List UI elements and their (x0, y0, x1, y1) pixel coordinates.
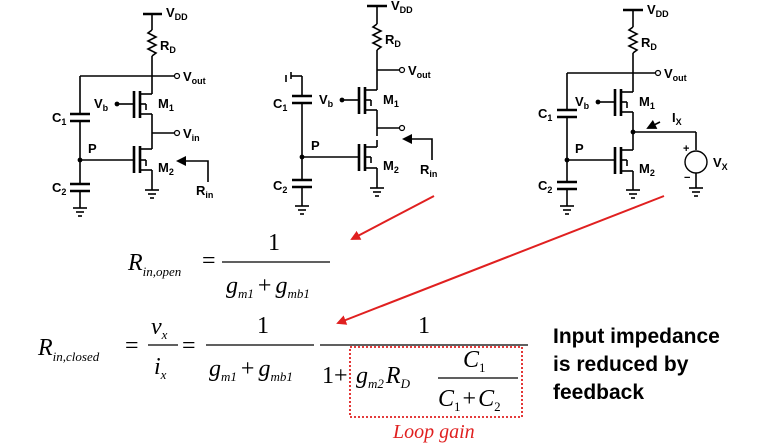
closed-denominator-1: gm1 + gmb1 (209, 356, 293, 384)
circuit-2-wires (285, 4, 433, 215)
closed-vx: vx (151, 314, 168, 342)
loop-gain-label: Loop gain (392, 421, 475, 443)
c1-rin-label: Rin (196, 183, 213, 200)
circuit-1: VDD RD Vout Vb M1 Vin P M2 C1 C2 Rin (52, 5, 213, 217)
closed-numerator-1: 1 (257, 313, 269, 339)
open-denominator: gm1 + gmb1 (226, 273, 310, 301)
caption-line-2: is reduced by (553, 353, 689, 376)
c1-rd-label: RD (160, 38, 176, 55)
c3-vx-label: VX (713, 155, 728, 172)
c3-p-label: P (575, 141, 584, 156)
circuit-2: VDD RD Vout Vb M1 P M2 C1 C2 Rin (273, 0, 437, 215)
arrow-to-closed-equation (336, 195, 665, 325)
c1-c2-label: C2 (52, 180, 66, 197)
closed-one-plus: 1+ (322, 363, 348, 389)
c3-rd-label: RD (641, 35, 657, 52)
c2-vb-label: Vb (319, 92, 334, 109)
c2-m1-label: M1 (383, 92, 399, 109)
closed-lhs: Rin,closed (37, 335, 100, 364)
c2-p-label: P (311, 138, 320, 153)
closed-equals-1: = (125, 333, 139, 359)
circuit-1-wires (70, 12, 209, 217)
c3-plus-sign: + (683, 143, 689, 155)
c3-ix-label: IX (672, 110, 682, 127)
open-lhs: Rin,open (127, 250, 181, 279)
loop-gain-box (349, 346, 523, 418)
circuit-3: VDD RD Vout Vb M1 IX P M2 C1 C2 VX + − (538, 2, 728, 215)
open-numerator: 1 (268, 230, 280, 256)
caption-line-1: Input impedance (553, 325, 720, 348)
arrow-to-open-equation (350, 195, 435, 240)
c3-m2-label: M2 (639, 161, 655, 178)
c2-vdd-label: VDD (391, 0, 413, 15)
circuit-3-wires (557, 8, 708, 215)
c2-vout-label: Vout (408, 63, 431, 80)
c1-vb-label: Vb (94, 96, 109, 113)
caption: Input impedance is reduced by feedback (553, 323, 778, 407)
c3-minus-sign: − (684, 172, 690, 184)
closed-gm2-rd: gm2RD (356, 363, 411, 391)
c3-c1-label: C1 (538, 106, 552, 123)
c2-rin-label: Rin (420, 162, 437, 179)
c1-vdd-label: VDD (166, 5, 188, 22)
closed-ix: ix (154, 354, 167, 382)
c2-rd-label: RD (385, 32, 401, 49)
c1-p-label: P (88, 141, 97, 156)
c2-m2-label: M2 (383, 158, 399, 175)
caption-line-3: feedback (553, 381, 645, 404)
c3-vout-label: Vout (664, 66, 687, 83)
c2-c2-label: C2 (273, 178, 287, 195)
c1-c1-label: C1 (52, 110, 66, 127)
c1-vout-label: Vout (183, 69, 206, 86)
c3-c2-label: C2 (538, 178, 552, 195)
closed-c1-numerator: C1 (463, 347, 486, 375)
open-equals: = (202, 248, 216, 274)
closed-capacitor-denominator: C1+C2 (438, 386, 501, 414)
c3-m1-label: M1 (639, 94, 655, 111)
c1-vin-label: Vin (183, 126, 200, 143)
closed-numerator-2: 1 (418, 313, 430, 339)
c3-vb-label: Vb (575, 94, 590, 111)
equation-open-loop: Rin,open = 1 gm1 + gmb1 (127, 230, 330, 301)
equation-closed-loop: Rin,closed = vx ix = 1 gm1 + gmb1 1 1+ gm2… (37, 313, 528, 414)
c1-m2-label: M2 (158, 160, 174, 177)
c2-c1-label: C1 (273, 96, 287, 113)
c1-m1-label: M1 (158, 96, 174, 113)
c3-vdd-label: VDD (647, 2, 669, 19)
closed-equals-2: = (182, 333, 196, 359)
